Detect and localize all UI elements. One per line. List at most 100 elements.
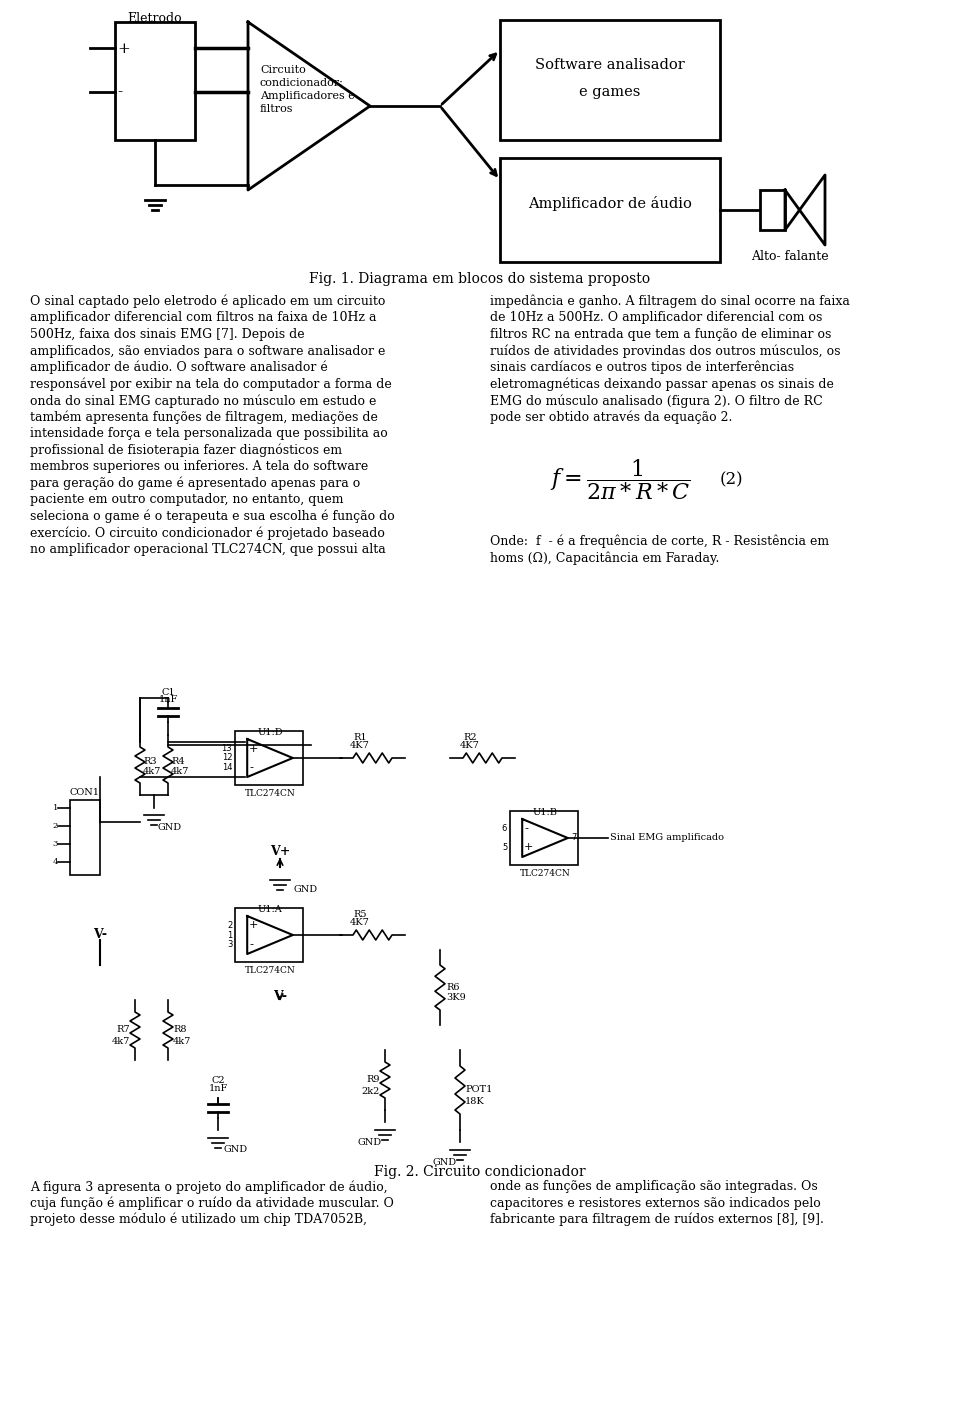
Text: A figura 3 apresenta o projeto do amplificador de áudio,: A figura 3 apresenta o projeto do amplif… bbox=[30, 1179, 388, 1193]
Text: Software analisador: Software analisador bbox=[535, 58, 684, 72]
Text: R7: R7 bbox=[116, 1025, 130, 1035]
Text: filtros RC na entrada que tem a função de eliminar os: filtros RC na entrada que tem a função d… bbox=[490, 329, 831, 341]
Polygon shape bbox=[248, 739, 293, 776]
Text: condicionador:: condicionador: bbox=[260, 79, 344, 88]
Text: 4K7: 4K7 bbox=[350, 918, 370, 927]
Text: filtros: filtros bbox=[260, 104, 294, 114]
Bar bbox=[760, 190, 785, 230]
Text: R6: R6 bbox=[446, 983, 460, 991]
Text: sinais cardíacos e outros tipos de interferências: sinais cardíacos e outros tipos de inter… bbox=[490, 361, 794, 375]
Text: R4: R4 bbox=[171, 758, 184, 767]
Text: -: - bbox=[117, 86, 122, 100]
Text: TLC274CN: TLC274CN bbox=[245, 966, 296, 974]
Text: amplificador de áudio. O software analisador é: amplificador de áudio. O software analis… bbox=[30, 361, 327, 375]
Text: Amplificador de áudio: Amplificador de áudio bbox=[528, 197, 692, 211]
Text: POT1: POT1 bbox=[465, 1085, 492, 1095]
Text: Eletrodo: Eletrodo bbox=[128, 13, 182, 25]
Bar bbox=[235, 908, 302, 962]
Text: 4K7: 4K7 bbox=[460, 741, 480, 750]
Text: no amplificador operacional TLC274CN, que possui alta: no amplificador operacional TLC274CN, qu… bbox=[30, 542, 386, 556]
Text: R5: R5 bbox=[353, 910, 367, 920]
Text: 3K9: 3K9 bbox=[446, 994, 466, 1002]
Text: +: + bbox=[117, 42, 130, 56]
Text: R8: R8 bbox=[173, 1025, 186, 1035]
Text: +: + bbox=[524, 842, 534, 852]
Text: fabricante para filtragem de ruídos externos [8], [9].: fabricante para filtragem de ruídos exte… bbox=[490, 1213, 824, 1227]
Text: GND: GND bbox=[223, 1146, 247, 1154]
Polygon shape bbox=[248, 22, 370, 190]
Text: 7: 7 bbox=[571, 834, 576, 842]
Text: R9: R9 bbox=[367, 1075, 380, 1084]
Text: de 10Hz a 500Hz. O amplificador diferencial com os: de 10Hz a 500Hz. O amplificador diferenc… bbox=[490, 312, 823, 324]
Text: 6: 6 bbox=[502, 824, 507, 833]
Text: 4k7: 4k7 bbox=[111, 1036, 130, 1046]
Text: impedância e ganho. A filtragem do sinal ocorre na faixa: impedância e ganho. A filtragem do sinal… bbox=[490, 295, 850, 309]
Text: GND: GND bbox=[293, 885, 317, 894]
Text: EMG do músculo analisado (figura 2). O filtro de RC: EMG do músculo analisado (figura 2). O f… bbox=[490, 395, 823, 407]
Bar bbox=[235, 731, 302, 785]
Text: R2: R2 bbox=[463, 733, 477, 741]
Text: 500Hz, faixa dos sinais EMG [7]. Depois de: 500Hz, faixa dos sinais EMG [7]. Depois … bbox=[30, 329, 304, 341]
Text: TLC274CN: TLC274CN bbox=[519, 869, 570, 878]
Text: exercício. O circuito condicionador é projetado baseado: exercício. O circuito condicionador é pr… bbox=[30, 526, 385, 539]
Text: 3: 3 bbox=[53, 840, 58, 848]
Text: 4: 4 bbox=[53, 858, 58, 866]
Text: membros superiores ou inferiores. A tela do software: membros superiores ou inferiores. A tela… bbox=[30, 461, 369, 473]
Text: O sinal captado pelo eletrodo é aplicado em um circuito: O sinal captado pelo eletrodo é aplicado… bbox=[30, 295, 385, 309]
Text: R3: R3 bbox=[143, 758, 156, 767]
Text: GND: GND bbox=[358, 1139, 382, 1147]
Text: +: + bbox=[250, 921, 258, 931]
Text: Sinal EMG amplificado: Sinal EMG amplificado bbox=[610, 834, 724, 842]
Polygon shape bbox=[248, 915, 293, 953]
Text: 1: 1 bbox=[227, 931, 232, 939]
Text: C1: C1 bbox=[161, 688, 175, 696]
Text: 1: 1 bbox=[53, 804, 58, 812]
Text: onde as funções de amplificação são integradas. Os: onde as funções de amplificação são inte… bbox=[490, 1179, 818, 1193]
Text: 12: 12 bbox=[222, 754, 232, 762]
Text: 2k2: 2k2 bbox=[362, 1087, 380, 1095]
Text: Circuito: Circuito bbox=[260, 65, 305, 74]
Text: V+: V+ bbox=[270, 845, 290, 858]
Text: 3: 3 bbox=[227, 941, 232, 949]
Text: V-: V- bbox=[273, 990, 287, 1002]
Text: 5: 5 bbox=[502, 842, 507, 852]
Text: GND: GND bbox=[157, 823, 181, 833]
Text: 4k7: 4k7 bbox=[173, 1036, 191, 1046]
Bar bbox=[115, 22, 195, 140]
Text: onda do sinal EMG capturado no músculo em estudo e: onda do sinal EMG capturado no músculo e… bbox=[30, 395, 376, 407]
Text: paciente em outro computador, no entanto, quem: paciente em outro computador, no entanto… bbox=[30, 493, 344, 505]
Text: (2): (2) bbox=[720, 472, 744, 489]
Text: 2: 2 bbox=[227, 921, 232, 929]
Text: 1nF: 1nF bbox=[158, 695, 178, 703]
Text: seleciona o game é o terapeuta e sua escolha é função do: seleciona o game é o terapeuta e sua esc… bbox=[30, 510, 395, 524]
Text: Fig. 1. Diagrama em blocos do sistema proposto: Fig. 1. Diagrama em blocos do sistema pr… bbox=[309, 272, 651, 286]
Text: 4k7: 4k7 bbox=[143, 768, 161, 776]
Text: -: - bbox=[524, 824, 528, 834]
Text: amplificador diferencial com filtros na faixa de 10Hz a: amplificador diferencial com filtros na … bbox=[30, 312, 376, 324]
Text: Fig. 2. Circuito condicionador: Fig. 2. Circuito condicionador bbox=[374, 1165, 586, 1179]
Text: cuja função é amplificar o ruído da atividade muscular. O: cuja função é amplificar o ruído da ativ… bbox=[30, 1196, 394, 1210]
Text: 4K7: 4K7 bbox=[350, 741, 370, 750]
Text: -: - bbox=[250, 939, 253, 949]
Text: ruídos de atividades provindas dos outros músculos, os: ruídos de atividades provindas dos outro… bbox=[490, 344, 841, 358]
Text: homs (Ω), Capacitância em Faraday.: homs (Ω), Capacitância em Faraday. bbox=[490, 552, 719, 564]
Polygon shape bbox=[785, 176, 825, 246]
Text: 4k7: 4k7 bbox=[171, 768, 189, 776]
Text: $f = \dfrac{1}{2\pi * R * C}$: $f = \dfrac{1}{2\pi * R * C}$ bbox=[550, 458, 690, 503]
Text: V-: V- bbox=[93, 928, 107, 942]
Text: 18K: 18K bbox=[465, 1097, 485, 1105]
Polygon shape bbox=[522, 819, 567, 856]
Text: capacitores e resistores externos são indicados pelo: capacitores e resistores externos são in… bbox=[490, 1196, 821, 1209]
Text: 1nF: 1nF bbox=[208, 1084, 228, 1092]
Text: Amplificadores e: Amplificadores e bbox=[260, 91, 355, 101]
Bar bbox=[500, 159, 720, 263]
Text: responsável por exibir na tela do computador a forma de: responsável por exibir na tela do comput… bbox=[30, 378, 392, 390]
Text: U1:D: U1:D bbox=[257, 729, 283, 737]
Text: C2: C2 bbox=[211, 1075, 225, 1085]
Text: +: + bbox=[250, 744, 258, 754]
Text: amplificados, são enviados para o software analisador e: amplificados, são enviados para o softwa… bbox=[30, 344, 385, 358]
Text: 2: 2 bbox=[53, 821, 58, 830]
Text: intensidade força e tela personalizada que possibilita ao: intensidade força e tela personalizada q… bbox=[30, 427, 388, 439]
Bar bbox=[70, 800, 100, 875]
Text: U1:A: U1:A bbox=[257, 906, 282, 914]
